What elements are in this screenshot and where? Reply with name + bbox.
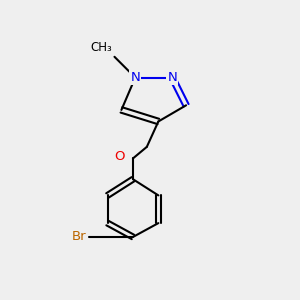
Text: N: N: [167, 71, 177, 84]
Text: O: O: [114, 150, 125, 163]
Text: Br: Br: [72, 230, 87, 244]
Text: CH₃: CH₃: [90, 41, 112, 55]
Text: N: N: [130, 71, 140, 84]
